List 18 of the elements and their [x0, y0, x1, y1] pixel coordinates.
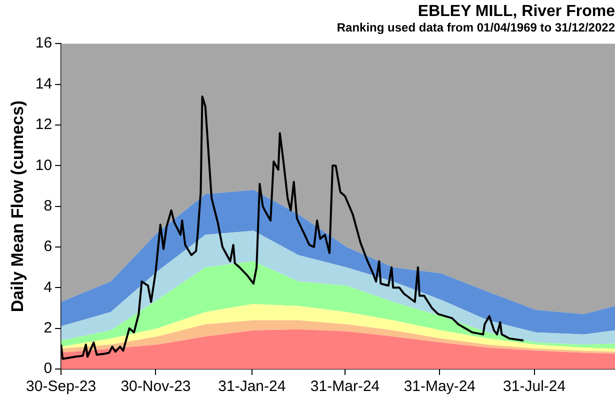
chart-subtitle: Ranking used data from 01/04/1969 to 31/12/2022: [336, 20, 615, 35]
y-tick-label: 0: [44, 360, 52, 378]
y-tick-label: 14: [35, 75, 52, 92]
y-tick-label: 2: [44, 319, 52, 336]
y-tick-label: 10: [35, 156, 52, 174]
x-tick-label: 31-Jan-24: [218, 378, 286, 396]
y-axis-title: Daily Mean Flow (cumecs): [8, 100, 27, 312]
x-tick-label: 31-May-24: [404, 378, 476, 396]
x-tick-label: 30-Nov-23: [120, 378, 191, 396]
x-tick-label: 31-Jul-24: [503, 378, 566, 396]
y-tick-label: 12: [35, 116, 52, 134]
x-tick-label: 31-Mar-24: [310, 378, 380, 396]
y-tick-label: 6: [44, 238, 52, 256]
x-tick-label: 30-Sep-23: [26, 378, 96, 396]
y-tick-label: 8: [44, 197, 52, 214]
y-tick-label: 16: [35, 34, 52, 52]
y-tick-label: 4: [44, 278, 52, 296]
chart-title: EBLEY MILL, River Frome: [418, 3, 615, 20]
